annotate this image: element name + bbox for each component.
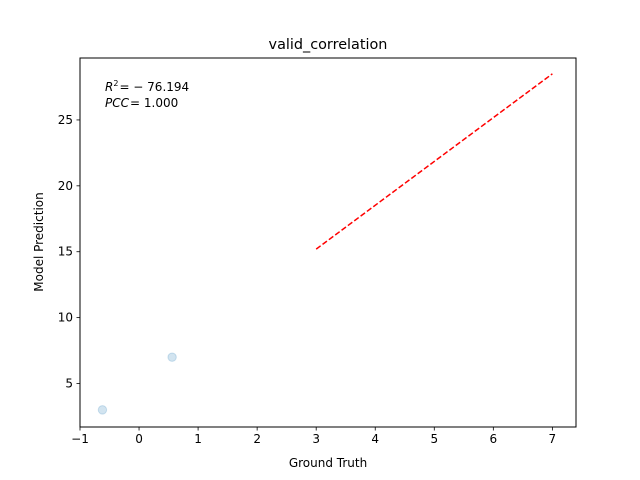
scatter-point bbox=[167, 352, 177, 362]
pcc-annotation: PCC= 1.000 bbox=[105, 96, 178, 110]
scatter-point bbox=[97, 405, 108, 415]
plot-frame bbox=[79, 57, 577, 428]
y-tick-label: 10 bbox=[58, 311, 73, 325]
x-tick-label: 4 bbox=[371, 432, 379, 446]
chart-title: valid_correlation bbox=[269, 37, 388, 53]
x-tick-label: 5 bbox=[430, 432, 438, 446]
x-axis-label: Ground Truth bbox=[289, 456, 367, 470]
y-tick-label: 20 bbox=[58, 179, 73, 193]
x-axis-ticks: −1 0 1 2 3 4 5 6 7 bbox=[71, 427, 556, 446]
y-axis-ticks: 5 10 15 20 25 bbox=[58, 113, 80, 391]
plot-layer bbox=[97, 73, 553, 415]
x-tick-label: −1 bbox=[71, 432, 89, 446]
x-tick-label: 3 bbox=[312, 432, 320, 446]
y-tick-label: 25 bbox=[58, 113, 73, 127]
y-axis-label: Model Prediction bbox=[32, 192, 46, 291]
x-tick-label: 6 bbox=[490, 432, 498, 446]
x-tick-label: 7 bbox=[549, 432, 557, 446]
fit-line bbox=[315, 73, 553, 250]
y-tick-label: 15 bbox=[58, 245, 73, 259]
y-tick-label: 5 bbox=[65, 377, 73, 391]
x-tick-label: 0 bbox=[135, 432, 143, 446]
x-tick-label: 1 bbox=[194, 432, 202, 446]
r2-annotation: R2= − 76.194 bbox=[105, 79, 189, 94]
x-tick-label: 2 bbox=[253, 432, 261, 446]
